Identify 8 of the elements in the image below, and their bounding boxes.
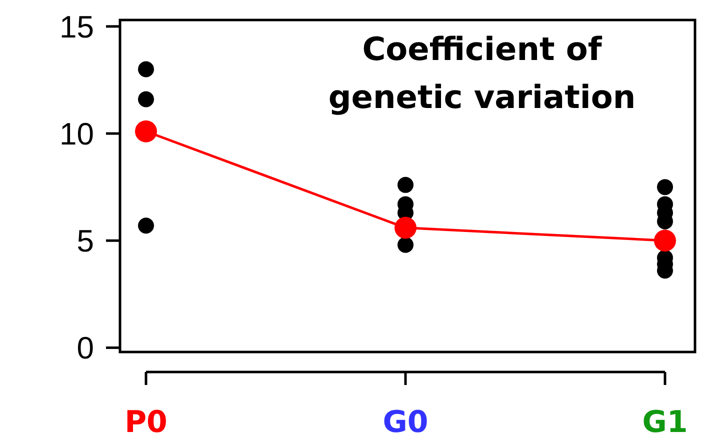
x-tick-label: P0	[124, 405, 168, 440]
x-tick-label: G0	[382, 405, 428, 440]
y-tick-label: 15	[60, 9, 94, 44]
text: Coefficient of genetic variation	[328, 30, 636, 116]
y-tick-label: 10	[60, 116, 94, 152]
y-tick-label: 5	[76, 223, 94, 258]
x-tick-label: G1	[642, 405, 688, 440]
y-tick-label: 0	[76, 330, 94, 366]
